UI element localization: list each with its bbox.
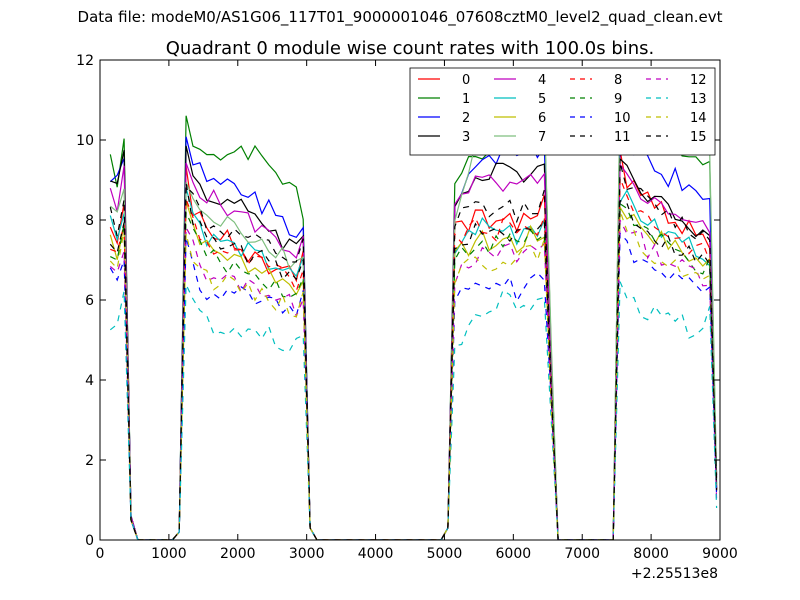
legend-label-10: 10 (614, 111, 631, 126)
legend-label-2: 2 (462, 111, 470, 126)
legend-label-12: 12 (690, 73, 707, 88)
series-line-1 (109, 91, 718, 540)
legend-label-13: 13 (690, 92, 707, 107)
x-tick-label: 0 (96, 546, 105, 562)
series-line-3 (110, 145, 718, 540)
x-tick-label: 6000 (496, 546, 532, 562)
series-line-11 (109, 162, 718, 540)
series-line-8 (110, 178, 718, 540)
legend-label-0: 0 (462, 73, 470, 88)
series-line-4 (109, 162, 718, 540)
series-line-9 (110, 202, 718, 540)
series-line-14 (109, 210, 718, 540)
series-line-15 (109, 182, 718, 540)
x-offset-label: +2.25513e8 (631, 566, 718, 582)
legend-label-8: 8 (614, 73, 622, 88)
x-tick-label: 9000 (702, 546, 738, 562)
x-tick-label: 7000 (564, 546, 600, 562)
legend-box (409, 67, 716, 156)
x-tick-label: 4000 (358, 546, 394, 562)
series-layer (109, 82, 718, 540)
series-line-5 (109, 187, 718, 540)
legend-label-15: 15 (690, 130, 707, 145)
legend-label-9: 9 (614, 92, 622, 107)
y-tick-label: 0 (85, 533, 94, 549)
legend-label-14: 14 (690, 111, 707, 126)
legend-label-4: 4 (538, 73, 546, 88)
x-tick-label: 1000 (151, 546, 187, 562)
chart-title: Quadrant 0 module wise count rates with … (166, 38, 655, 59)
series-line-0 (109, 150, 718, 540)
y-tick-label: 8 (85, 213, 94, 229)
legend-label-1: 1 (462, 92, 470, 107)
y-tick-label: 6 (85, 293, 94, 309)
legend-label-6: 6 (538, 111, 546, 126)
y-tick-label: 10 (76, 133, 94, 149)
axis-ticks: 0 1000 2000 3000 4000 5000 6000 7000 8000 9000 0 2 4… (76, 53, 738, 562)
legend-label-3: 3 (462, 130, 470, 145)
series-line-6 (109, 200, 718, 540)
series-line-10 (109, 231, 718, 540)
x-tick-label: 5000 (427, 546, 463, 562)
legend-label-11: 11 (614, 130, 631, 145)
series-line-7 (109, 82, 718, 540)
y-tick-label: 2 (85, 453, 94, 469)
series-line-13 (109, 281, 718, 540)
series-line-12 (109, 219, 718, 540)
legend-label-5: 5 (538, 92, 546, 107)
x-tick-label: 8000 (633, 546, 669, 562)
chart-suptitle: Data file: modeM0/AS1G06_117T01_90000010… (77, 8, 723, 26)
legend-label-7: 7 (538, 130, 546, 145)
series-line-2 (109, 136, 718, 540)
x-tick-label: 2000 (220, 546, 256, 562)
x-tick-label: 3000 (289, 546, 325, 562)
y-tick-label: 4 (85, 373, 94, 389)
y-tick-label: 12 (76, 53, 94, 69)
